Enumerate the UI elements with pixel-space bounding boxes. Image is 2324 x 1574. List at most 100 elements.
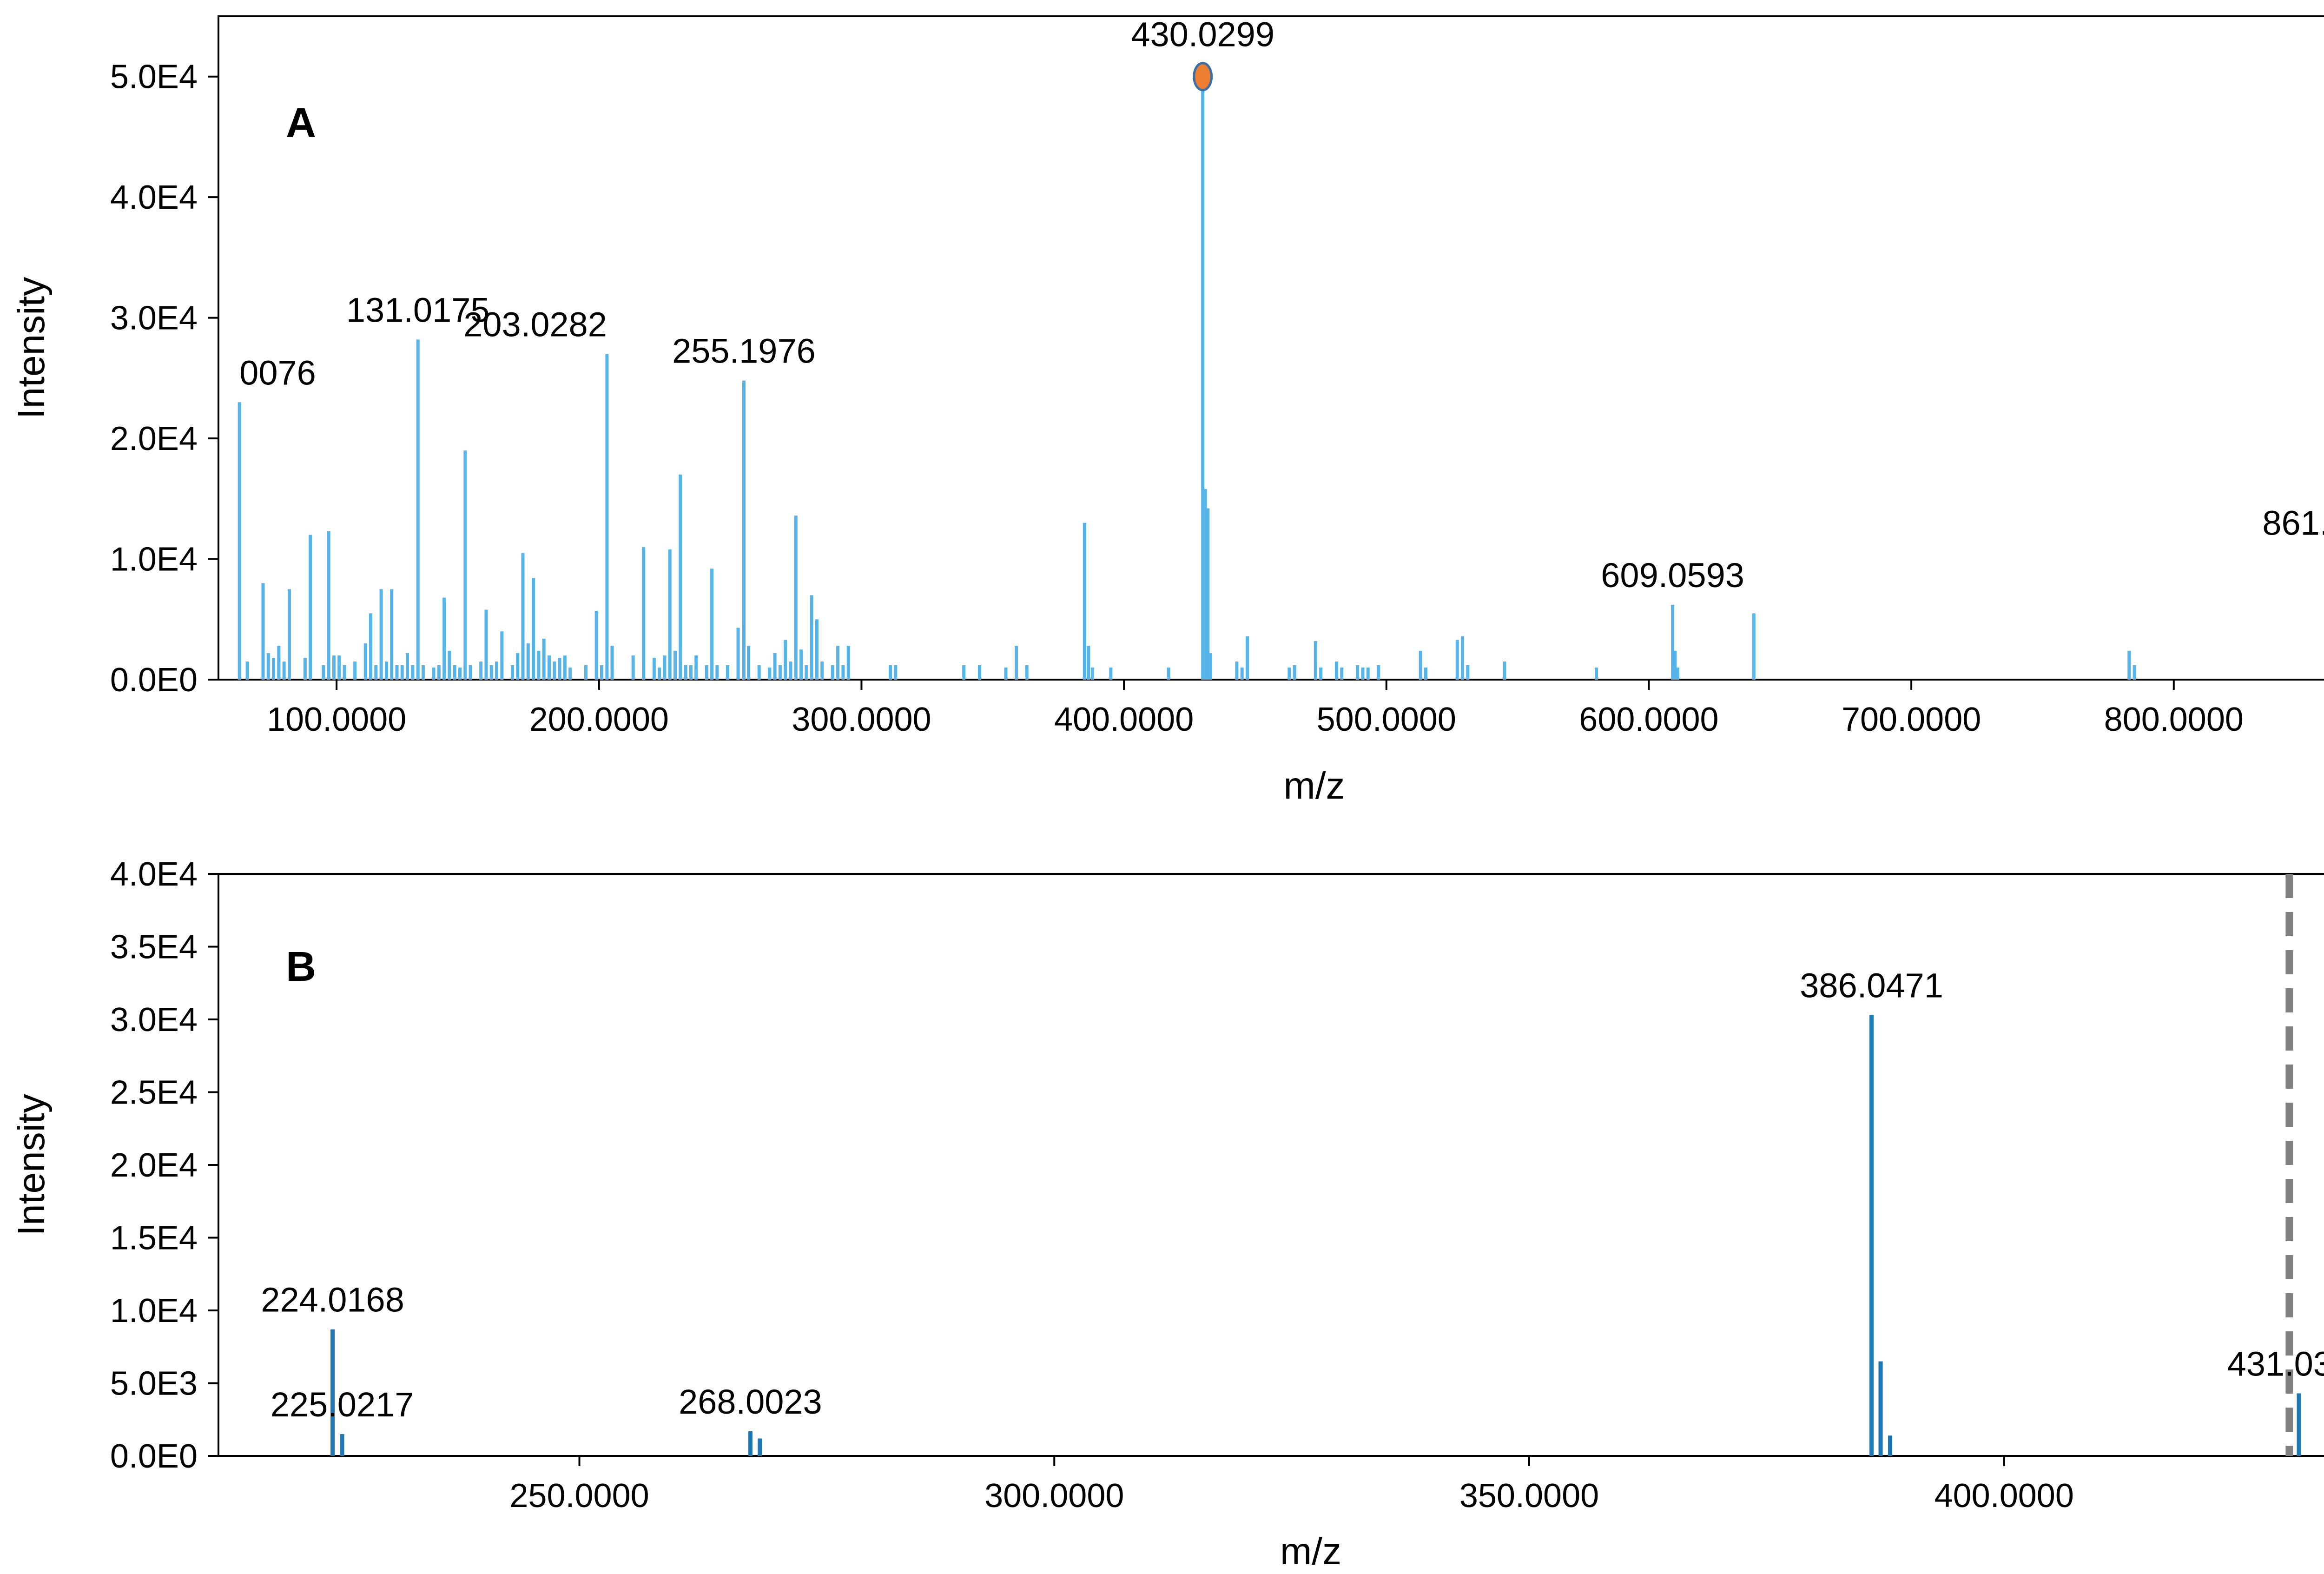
peak-bar <box>684 665 687 680</box>
peak-bar <box>846 646 850 680</box>
peak-bar <box>558 658 561 680</box>
highlight-marker <box>1193 62 1213 92</box>
peak-bar <box>437 665 441 680</box>
peak-bar <box>610 646 614 680</box>
peak-bar <box>261 583 265 680</box>
y-tick-label: 1.0E4 <box>110 1292 198 1329</box>
peak-bar <box>245 661 249 680</box>
peak-bar <box>1869 1015 1874 1456</box>
peak-bar <box>2133 665 2136 680</box>
peak-bar <box>1090 668 1094 680</box>
peak-bar <box>1334 661 1338 680</box>
peak-label: 0076 <box>239 353 316 392</box>
peak-bar <box>272 658 276 680</box>
peak-bar <box>673 650 677 680</box>
peak-bar <box>510 665 514 680</box>
y-tick-label: 5.0E4 <box>110 59 198 96</box>
peak-bar <box>1246 636 1249 680</box>
peak-bar <box>453 665 456 680</box>
x-tick-label: 400.0000 <box>1054 701 1194 738</box>
x-tick-label: 200.0000 <box>529 701 669 738</box>
peak-bar <box>689 665 693 680</box>
peak-label: 203.0282 <box>463 305 607 344</box>
peak-bar <box>778 665 782 680</box>
peak-bar <box>563 655 567 680</box>
x-tick-label: 500.0000 <box>1317 701 1456 738</box>
peak-bar <box>1004 668 1008 680</box>
x-tick-label: 250.0000 <box>509 1477 649 1514</box>
peak-bar <box>631 655 635 680</box>
y-tick-label: 1.5E4 <box>110 1220 198 1257</box>
peak-bar <box>495 661 499 680</box>
peak-bar <box>705 665 708 680</box>
peak-bar <box>1109 668 1113 680</box>
y-tick-label: 0.0E0 <box>110 661 198 699</box>
peak-bar <box>353 661 357 680</box>
peak-bar <box>768 668 772 680</box>
peak-bar <box>748 1431 753 1456</box>
peak-bar <box>340 1434 344 1456</box>
peak-bar <box>1455 640 1459 680</box>
peak-bar <box>1208 653 1212 680</box>
y-tick-label: 5.0E3 <box>110 1365 198 1402</box>
peak-bar <box>395 665 399 680</box>
peak-bar <box>568 668 572 680</box>
y-axis-label: Intensity <box>10 1094 53 1236</box>
peak-bar <box>1461 636 1465 680</box>
peak-bar <box>758 1438 762 1456</box>
peak-bar <box>1377 665 1380 680</box>
peak-bar <box>799 649 803 680</box>
peak-bar <box>322 665 325 680</box>
peak-bar <box>238 402 241 680</box>
peak-bar <box>1595 668 1598 680</box>
x-tick-label: 300.0000 <box>792 701 931 738</box>
peak-bar <box>463 450 467 680</box>
peak-bar <box>479 661 483 680</box>
peak-bar <box>1361 668 1365 680</box>
peak-label: 224.0168 <box>261 1281 404 1319</box>
peak-bar <box>810 595 813 680</box>
panel-letter: B <box>286 944 316 990</box>
peak-bar <box>521 553 525 680</box>
peak-bar <box>469 665 472 680</box>
peak-bar <box>1314 641 1317 680</box>
peak-bar <box>663 655 667 680</box>
peak-bar <box>537 650 541 680</box>
peak-label: 431.0370 <box>2227 1344 2324 1383</box>
peak-bar <box>553 661 556 680</box>
peak-bar <box>1888 1435 1893 1456</box>
peak-bar <box>332 655 336 680</box>
peak-bar <box>784 640 787 680</box>
x-tick-label: 800.0000 <box>2104 701 2244 738</box>
peak-bar <box>330 1329 335 1456</box>
peak-bar <box>384 661 388 680</box>
peak-bar <box>421 665 425 680</box>
peak-bar <box>1083 522 1086 680</box>
peak-bar <box>1203 489 1207 680</box>
peak-bar <box>411 665 415 680</box>
peak-bar <box>1087 646 1090 680</box>
peak-label: 430.0299 <box>1131 15 1274 54</box>
peak-bar <box>694 655 698 680</box>
peak-bar <box>715 665 719 680</box>
peak-label: 609.0593 <box>1601 556 1744 595</box>
peak-label: 268.0023 <box>679 1382 822 1421</box>
peak-bar <box>652 658 656 680</box>
y-tick-label: 3.5E4 <box>110 929 198 966</box>
x-tick-label: 350.0000 <box>1459 1477 1599 1514</box>
peak-label: 131.0175 <box>346 291 490 329</box>
peak-label: 386.0471 <box>1800 966 1943 1005</box>
peak-bar <box>266 653 270 680</box>
peak-bar <box>379 589 383 680</box>
peak-bar <box>1366 668 1370 680</box>
peak-bar <box>337 655 341 680</box>
peak-bar <box>1201 76 1205 680</box>
peak-bar <box>432 668 436 680</box>
peak-bar <box>1356 665 1360 680</box>
peak-label: 255.1976 <box>672 332 816 370</box>
peak-bar <box>516 653 520 680</box>
x-axis-label: m/z <box>1283 765 1345 807</box>
peak-bar <box>1503 661 1506 680</box>
